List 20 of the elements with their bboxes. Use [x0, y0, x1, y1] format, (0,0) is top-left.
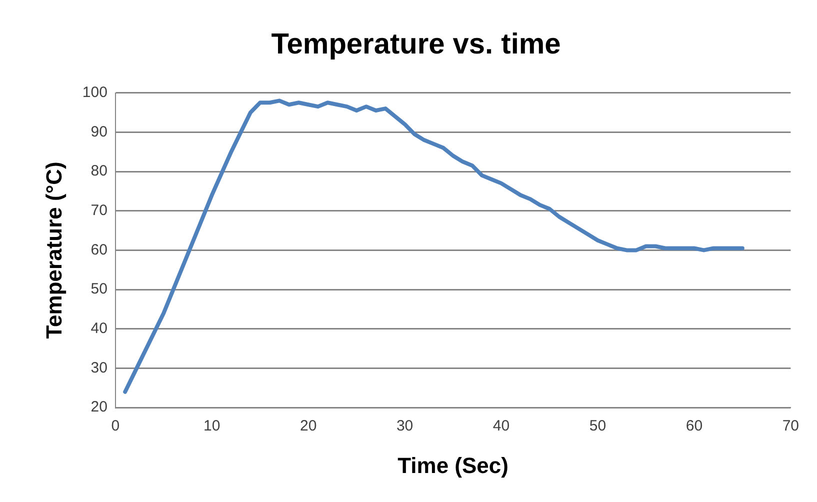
y-tick-label: 40	[90, 320, 108, 338]
chart-title: Temperature vs. time	[271, 28, 561, 60]
x-tick-label: 40	[492, 418, 510, 435]
x-tick-label: 70	[782, 418, 799, 435]
x-axis-title: Time (Sec)	[398, 452, 508, 478]
y-tick-label: 80	[90, 162, 108, 180]
y-tick-label: 30	[90, 359, 108, 376]
y-tick-label: 90	[90, 123, 108, 140]
x-tick-label: 30	[396, 418, 414, 435]
x-tick-label: 50	[589, 418, 606, 435]
y-axis-title: Temperature (°C)	[41, 162, 66, 339]
x-tick-label: 10	[204, 418, 220, 435]
x-tick-label: 60	[686, 418, 703, 435]
y-tick-label: 20	[90, 398, 108, 416]
x-tick-label: 0	[111, 418, 120, 435]
y-tick-label: 100	[82, 84, 108, 101]
y-tick-label: 60	[90, 241, 108, 258]
y-tick-label: 70	[90, 202, 108, 219]
y-tick-label: 50	[90, 280, 108, 298]
x-tick-label: 20	[300, 418, 317, 435]
